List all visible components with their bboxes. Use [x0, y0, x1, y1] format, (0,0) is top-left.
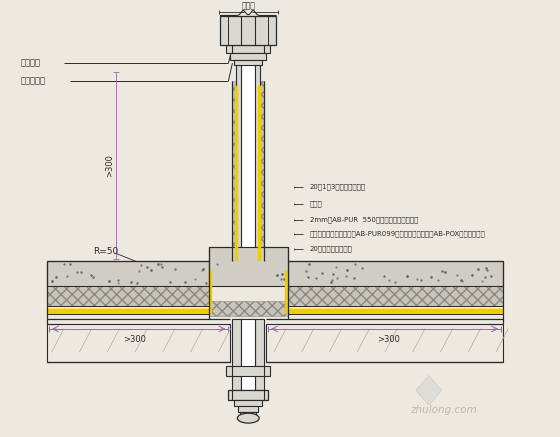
Bar	[266, 324, 503, 362]
Bar	[241, 15, 255, 261]
Bar	[236, 15, 241, 261]
Bar	[228, 390, 268, 400]
Bar	[285, 271, 288, 314]
Bar	[241, 319, 255, 390]
Bar	[226, 45, 270, 53]
Bar	[221, 15, 276, 45]
Text: 20厚1：3水泥沙浆找平层: 20厚1：3水泥沙浆找平层	[310, 184, 366, 191]
Bar	[232, 81, 236, 261]
Text: 道路设置: 道路设置	[20, 59, 40, 68]
Bar	[240, 412, 256, 417]
Text: R=50: R=50	[94, 247, 119, 256]
Text: zhulong.com: zhulong.com	[410, 405, 477, 415]
Bar	[235, 86, 239, 261]
Bar	[260, 81, 264, 261]
Bar	[47, 286, 208, 306]
Bar	[239, 406, 258, 412]
Text: 20厚水泥沙浆保护层: 20厚水泥沙浆保护层	[310, 245, 353, 252]
Bar	[232, 319, 241, 390]
Bar	[235, 400, 262, 406]
Bar	[208, 271, 212, 314]
Text: 如遇金属有衬底涂力借图AB-PUR099金属底涂，其余使用AB-POX底性环氧底涂: 如遇金属有衬底涂力借图AB-PUR099金属底涂，其余使用AB-POX底性环氧底…	[310, 230, 486, 237]
Text: 保草道岭草: 保草道岭草	[20, 76, 45, 86]
Text: >300: >300	[377, 335, 400, 344]
Bar	[208, 246, 288, 286]
Bar	[258, 86, 261, 261]
Text: >300: >300	[105, 154, 114, 177]
Bar	[288, 286, 503, 306]
Bar	[235, 60, 262, 65]
Bar	[255, 15, 260, 261]
Text: 2mm厚AB-PUR  550聚超份聚氨酱防水涂料: 2mm厚AB-PUR 550聚超份聚氨酱防水涂料	[310, 216, 418, 223]
Text: >300: >300	[123, 335, 146, 344]
Bar	[226, 366, 270, 375]
Bar	[255, 319, 264, 390]
Polygon shape	[416, 375, 442, 405]
Ellipse shape	[237, 413, 259, 423]
Bar	[47, 324, 230, 362]
Bar	[47, 309, 208, 314]
Bar	[47, 261, 208, 286]
Bar	[230, 53, 266, 60]
Bar	[288, 261, 503, 286]
Bar	[288, 309, 503, 314]
Text: 保温层: 保温层	[310, 201, 323, 207]
Bar	[208, 301, 288, 316]
Text: 管支径: 管支径	[241, 2, 255, 10]
